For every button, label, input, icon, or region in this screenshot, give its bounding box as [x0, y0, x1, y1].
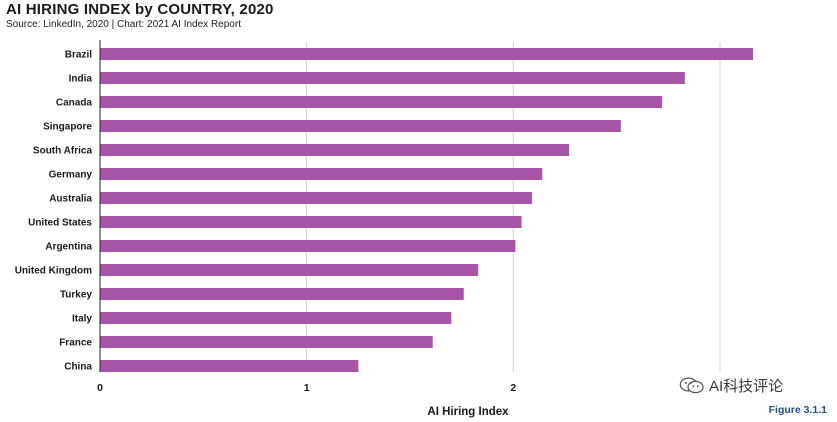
watermark-text: AI科技评论 [709, 378, 784, 395]
category-label: Brazil [65, 50, 92, 61]
bars [100, 48, 754, 372]
bar-canada [100, 96, 663, 108]
x-tick-labels: 0 1 2 [97, 382, 516, 394]
category-label: Australia [49, 194, 92, 205]
bar-france [100, 336, 433, 348]
bar-china [100, 360, 359, 372]
category-label: Singapore [43, 122, 92, 133]
bar-argentina [100, 240, 516, 252]
category-label: United Kingdom [15, 266, 92, 277]
x-tick-label: 0 [97, 382, 103, 394]
category-label: Italy [72, 314, 92, 325]
chart-title: AI HIRING INDEX by COUNTRY, 2020 [6, 1, 274, 18]
category-label: Turkey [60, 290, 92, 301]
category-label: India [69, 74, 93, 85]
category-label: China [64, 362, 92, 373]
bar-germany [100, 168, 543, 180]
bar-singapore [100, 120, 621, 132]
x-tick-label: 1 [304, 382, 310, 394]
category-label: Germany [49, 170, 93, 181]
category-label: South Africa [33, 146, 93, 157]
category-label: Canada [56, 98, 93, 109]
watermark: AI科技评论 [679, 375, 783, 396]
x-tick-label: 2 [510, 382, 516, 394]
bar-india [100, 72, 685, 84]
category-label: Argentina [45, 242, 92, 253]
x-axis-label: AI Hiring Index [427, 406, 509, 418]
wechat-logo-icon [679, 377, 704, 394]
category-label: United States [28, 218, 92, 229]
bar-australia [100, 192, 532, 204]
bar-italy [100, 312, 452, 324]
figure-label: Figure 3.1.1 [768, 404, 827, 416]
category-label: France [59, 338, 92, 349]
category-labels: Brazil India Canada Singapore South Africa Ge… [15, 50, 93, 373]
chart-subtitle: Source: LinkedIn, 2020 | Chart: 2021 AI … [6, 19, 241, 30]
bar-united-states [100, 216, 522, 228]
bar-united-kingdom [100, 264, 479, 276]
bar-south-africa [100, 144, 570, 156]
bar-brazil [100, 48, 754, 60]
bar-turkey [100, 288, 464, 300]
